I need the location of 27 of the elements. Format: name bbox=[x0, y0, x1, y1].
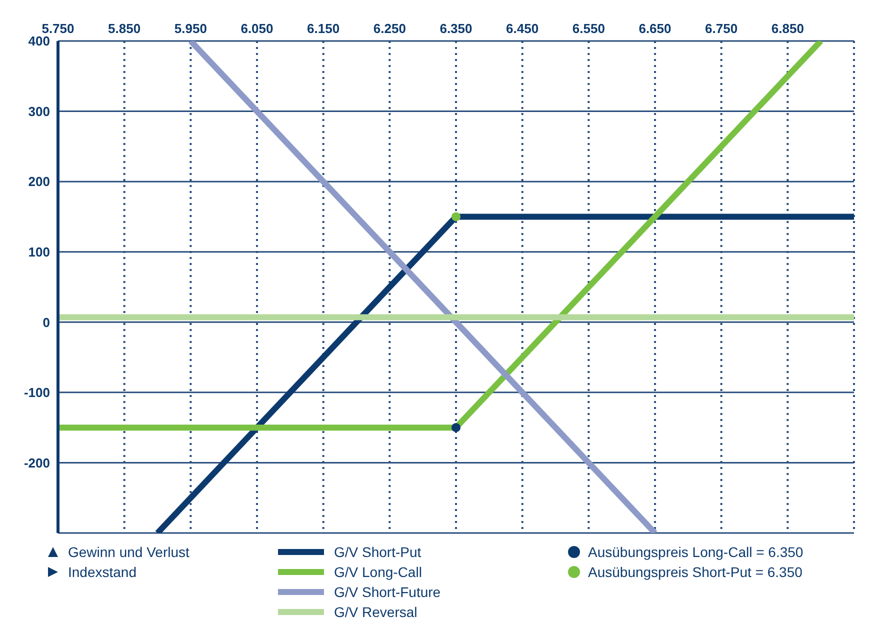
legend-label: G/V Long-Call bbox=[334, 564, 422, 580]
x-tick-label: 6.150 bbox=[307, 21, 340, 36]
x-tick-label: 6.650 bbox=[638, 21, 672, 36]
text: Gewinn und Verlust bbox=[68, 544, 190, 560]
x-tick-label: 6.450 bbox=[506, 21, 539, 36]
y-tick-label: 200 bbox=[28, 174, 50, 190]
legend-label: Ausübungspreis Short-Put = 6.350 bbox=[588, 564, 802, 580]
x-tick-label: 6.250 bbox=[373, 21, 406, 36]
y-tick-label: 400 bbox=[28, 34, 50, 49]
x-tick-label: 6.050 bbox=[240, 21, 274, 36]
legend-label: Ausübungspreis Long-Call = 6.350 bbox=[588, 544, 804, 560]
y-tick-label: -100 bbox=[24, 385, 50, 400]
legend-label: G/V Short-Future bbox=[334, 584, 441, 600]
x-tick-label: 6.850 bbox=[771, 21, 804, 36]
x-tick-label: 5.950 bbox=[174, 21, 207, 36]
x-tick-label: 6.350 bbox=[440, 21, 472, 36]
legend-label: G/V Reversal bbox=[334, 604, 418, 620]
legend-label: G/V Short-Put bbox=[334, 544, 422, 560]
y-tick-label: 0 bbox=[42, 314, 50, 330]
y-tick-label: -200 bbox=[24, 455, 50, 470]
y-tick-label: 100 bbox=[28, 244, 50, 260]
text: Indexstand bbox=[68, 564, 136, 580]
x-tick-label: 5.750 bbox=[42, 21, 74, 36]
y-tick-label: 300 bbox=[28, 104, 50, 119]
x-tick-label: 6.750 bbox=[705, 21, 738, 36]
x-tick-label: 6.550 bbox=[572, 21, 605, 36]
x-tick-label: 5.850 bbox=[108, 21, 141, 36]
